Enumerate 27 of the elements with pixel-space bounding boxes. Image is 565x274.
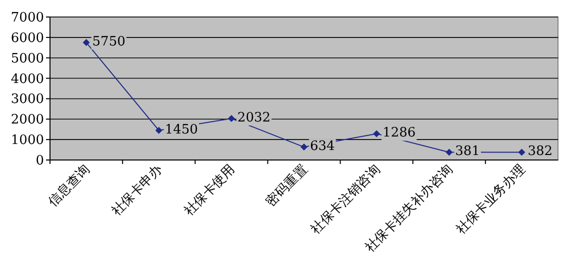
data-label: 634 (310, 139, 335, 154)
point (82, 39, 90, 46)
data-label: 1450 (164, 122, 198, 138)
data-label: 382 (528, 144, 553, 160)
y-tick-label: 3000 (10, 92, 44, 108)
x-tick-label: 社保卡使用 (182, 162, 238, 219)
x-tick-label: 社保卡业务办理 (454, 162, 529, 238)
y-tick-label: 1000 (10, 133, 44, 148)
y-tick-label: 6000 (10, 30, 44, 46)
x-tick-label: 信息查询 (46, 162, 94, 210)
data-label: 381 (455, 144, 480, 160)
x-tick-label: 密码重置 (263, 162, 311, 210)
data-label: 1286 (382, 126, 416, 141)
point (373, 130, 380, 138)
y-tick-label: 4000 (10, 72, 44, 87)
y-tick-label: 7000 (10, 10, 44, 26)
point (300, 144, 308, 151)
data-label: 2032 (237, 110, 271, 126)
data-label: 5750 (92, 34, 126, 50)
point (228, 114, 235, 122)
point (518, 148, 526, 156)
point (446, 148, 453, 156)
x-tick-label: 社保卡申办 (109, 162, 166, 219)
point (155, 126, 162, 134)
y-tick-label: 5000 (10, 51, 44, 66)
y-tick-label: 0 (36, 154, 44, 168)
y-tick-label: 2000 (10, 112, 44, 128)
